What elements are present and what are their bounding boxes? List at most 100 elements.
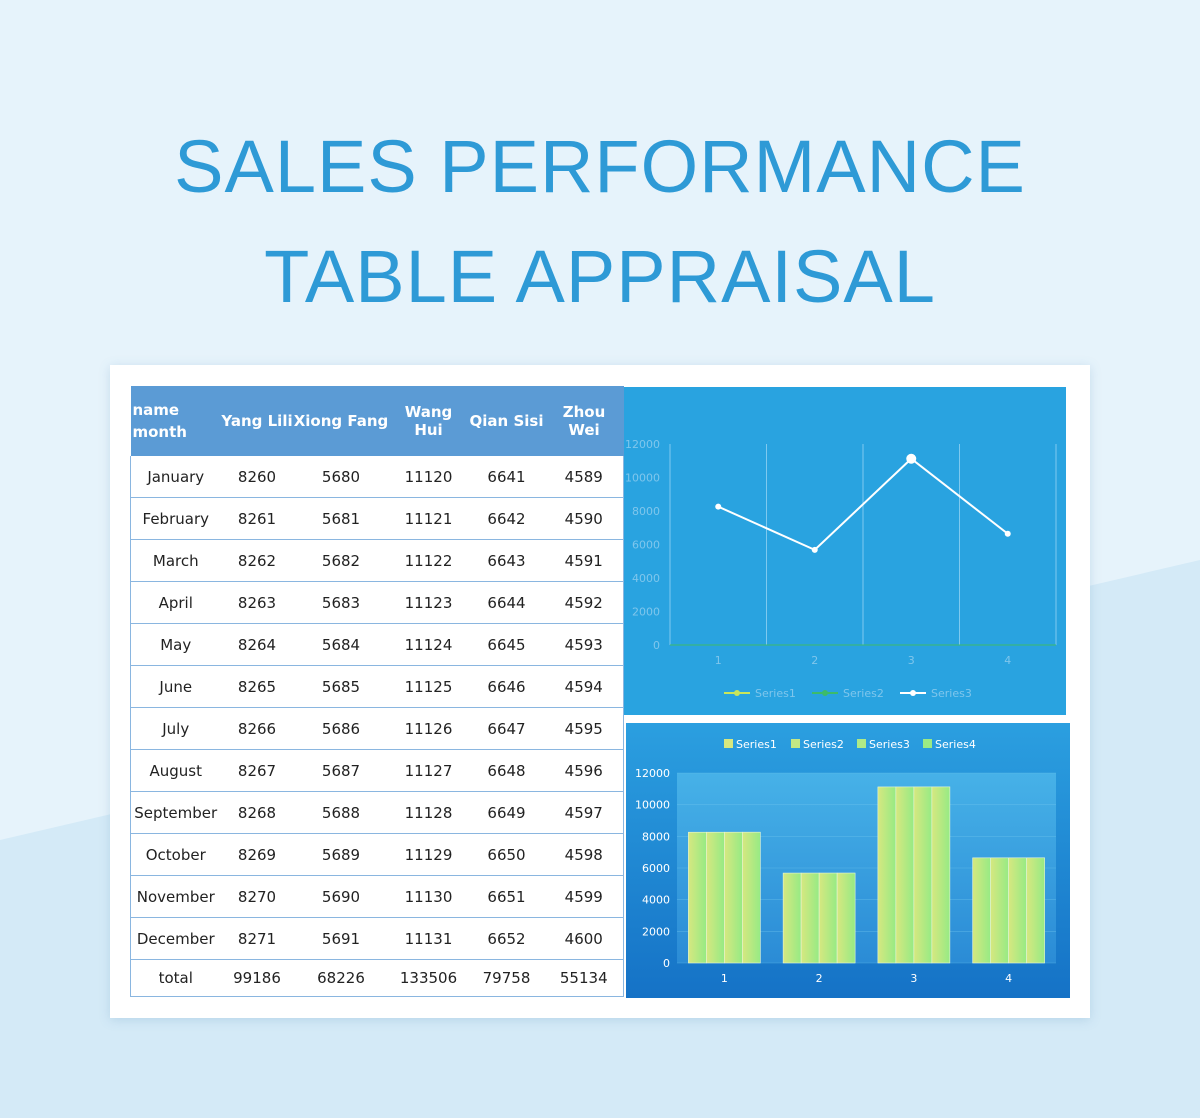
month-cell: January bbox=[130, 456, 221, 498]
total-label: total bbox=[130, 959, 221, 997]
value-cell: 8261 bbox=[220, 497, 294, 540]
bar bbox=[818, 872, 838, 964]
legend-label: Series3 bbox=[931, 687, 972, 700]
bar bbox=[877, 786, 897, 964]
legend-swatch bbox=[791, 739, 800, 748]
table-row: March 8262 5682 11122 6643 4591 bbox=[130, 539, 624, 582]
bar bbox=[800, 872, 820, 964]
value-cell: 11123 bbox=[388, 581, 469, 624]
value-cell: 8263 bbox=[220, 581, 294, 624]
value-cell: 5691 bbox=[293, 917, 389, 960]
legend-label: Series3 bbox=[869, 738, 910, 751]
bar-chart: 0 2000 4000 6000 8000 10000 12000 1 2 3 4 Series1 Se… bbox=[626, 723, 1070, 998]
legend-swatch bbox=[724, 739, 733, 748]
column-header: Wang Hui bbox=[388, 386, 469, 456]
value-cell: 6646 bbox=[468, 665, 545, 708]
page-title-line2: TABLE APPRAISAL bbox=[264, 235, 936, 318]
value-cell: 4599 bbox=[544, 875, 624, 918]
line-legend-item: Series2 bbox=[812, 687, 884, 700]
value-cell: 4600 bbox=[544, 917, 624, 960]
legend-marker bbox=[822, 690, 828, 696]
bar bbox=[724, 831, 743, 964]
value-cell: 6651 bbox=[468, 875, 545, 918]
bar bbox=[913, 786, 933, 964]
value-cell: 6644 bbox=[468, 581, 545, 624]
value-cell: 4593 bbox=[544, 623, 624, 666]
table-body: January 8260 5680 11120 6641 4589 February 8261… bbox=[130, 456, 624, 997]
value-cell: 4596 bbox=[544, 749, 624, 792]
value-cell: 6645 bbox=[468, 623, 545, 666]
legend-marker bbox=[734, 690, 740, 696]
value-cell: 5687 bbox=[293, 749, 389, 792]
total-cell: 55134 bbox=[544, 959, 624, 997]
bar-y-tick-label: 10000 bbox=[635, 799, 670, 812]
value-cell: 8268 bbox=[220, 791, 294, 834]
table-row: October 8269 5689 11129 6650 4598 bbox=[130, 833, 624, 876]
value-cell: 8264 bbox=[220, 623, 294, 666]
table-row: June 8265 5685 11125 6646 4594 bbox=[130, 665, 624, 708]
value-cell: 4589 bbox=[544, 456, 624, 498]
bar bbox=[1008, 857, 1027, 964]
month-cell: September bbox=[130, 791, 221, 834]
value-cell: 8266 bbox=[220, 707, 294, 750]
value-cell: 5681 bbox=[293, 497, 389, 540]
value-cell: 11128 bbox=[388, 791, 469, 834]
line-x-tick-label: 3 bbox=[908, 654, 915, 667]
value-cell: 4595 bbox=[544, 707, 624, 750]
line-y-tick-label: 2000 bbox=[632, 606, 660, 619]
line-point bbox=[906, 453, 917, 464]
bar bbox=[836, 872, 856, 964]
bar-y-tick-label: 8000 bbox=[642, 830, 670, 843]
value-cell: 6649 bbox=[468, 791, 545, 834]
value-cell: 6650 bbox=[468, 833, 545, 876]
line-y-tick-label: 10000 bbox=[625, 472, 660, 485]
line-legend-item: Series3 bbox=[900, 687, 972, 700]
value-cell: 5689 bbox=[293, 833, 389, 876]
column-header: Xiong Fang bbox=[293, 386, 389, 456]
value-cell: 6648 bbox=[468, 749, 545, 792]
table-row: September 8268 5688 11128 6649 4597 bbox=[130, 791, 624, 834]
value-cell: 11122 bbox=[388, 539, 469, 582]
page-title-line1: SALES PERFORMANCE bbox=[174, 125, 1026, 208]
bar-x-tick-label: 1 bbox=[721, 972, 728, 985]
value-cell: 5680 bbox=[293, 456, 389, 498]
bar bbox=[706, 831, 725, 964]
column-header: Yang Lili bbox=[220, 386, 294, 456]
value-cell: 11127 bbox=[388, 749, 469, 792]
value-cell: 5684 bbox=[293, 623, 389, 666]
column-header: Qian Sisi bbox=[468, 386, 545, 456]
value-cell: 6642 bbox=[468, 497, 545, 540]
column-header: Zhou Wei bbox=[544, 386, 624, 456]
total-cell: 68226 bbox=[293, 959, 389, 997]
bar bbox=[895, 786, 915, 964]
legend-swatch bbox=[923, 739, 932, 748]
table-row: February 8261 5681 11121 6642 4590 bbox=[130, 497, 624, 540]
line-point bbox=[1004, 530, 1011, 537]
total-row: total 99186 68226 133506 79758 55134 bbox=[130, 959, 624, 997]
legend-label: Series2 bbox=[803, 738, 844, 751]
month-cell: February bbox=[130, 497, 221, 540]
table-row: August 8267 5687 11127 6648 4596 bbox=[130, 749, 624, 792]
legend-label: Series1 bbox=[736, 738, 777, 751]
value-cell: 8267 bbox=[220, 749, 294, 792]
value-cell: 4591 bbox=[544, 539, 624, 582]
bar-legend-item: Series4 bbox=[923, 738, 976, 751]
bar-legend-item: Series3 bbox=[857, 738, 910, 751]
value-cell: 11126 bbox=[388, 707, 469, 750]
line-series bbox=[717, 457, 1009, 552]
bar bbox=[1026, 857, 1045, 964]
total-cell: 79758 bbox=[468, 959, 545, 997]
legend-label: Series2 bbox=[843, 687, 884, 700]
corner-header-top: name bbox=[132, 401, 180, 419]
bar bbox=[782, 872, 802, 964]
line-y-tick-label: 8000 bbox=[632, 505, 660, 518]
value-cell: 8260 bbox=[220, 456, 294, 498]
value-cell: 11130 bbox=[388, 875, 469, 918]
legend-label: Series4 bbox=[935, 738, 976, 751]
table-row: November 8270 5690 11130 6651 4599 bbox=[130, 875, 624, 918]
value-cell: 5685 bbox=[293, 665, 389, 708]
bar-x-tick-label: 3 bbox=[910, 972, 917, 985]
value-cell: 11125 bbox=[388, 665, 469, 708]
bar-x-tick-label: 4 bbox=[1005, 972, 1012, 985]
bar-y-tick-label: 6000 bbox=[642, 862, 670, 875]
